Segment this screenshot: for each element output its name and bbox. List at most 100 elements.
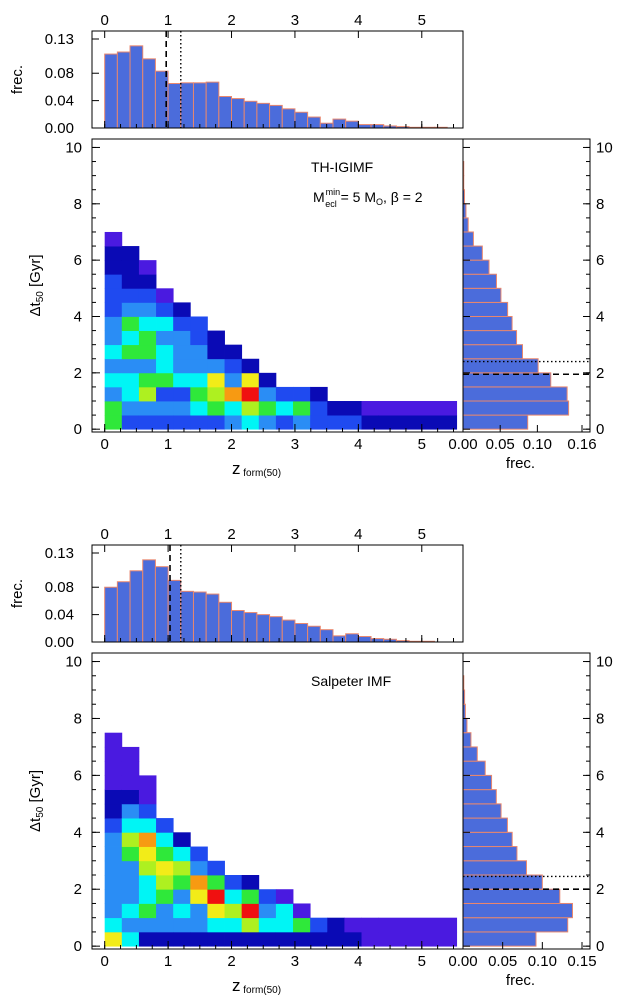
heatmap — [104, 231, 458, 430]
heatmap-cell — [190, 889, 208, 904]
heatmap-cell — [121, 875, 140, 890]
top-hist-bar — [294, 111, 309, 129]
heatmap-cell — [241, 358, 260, 374]
heatmap-cell — [121, 288, 140, 303]
top-hist-bar — [281, 619, 296, 643]
y-tick-label: 0 — [74, 938, 82, 955]
x-tick-label: 0 — [101, 953, 109, 970]
top-hist-bar — [104, 53, 118, 129]
y-tick-label: 10 — [65, 139, 82, 156]
heatmap-cell — [224, 372, 243, 388]
heatmap-cell — [121, 415, 140, 430]
heatmap-cell — [173, 903, 191, 919]
heatmap-cell — [275, 401, 294, 416]
side-y-tick-label: 6 — [596, 767, 604, 784]
heatmap-cell — [361, 931, 380, 947]
heatmap-cell — [121, 316, 140, 331]
side-hist-bar — [462, 245, 483, 261]
heatmap-cell — [121, 274, 140, 289]
heatmap-cell — [156, 415, 174, 430]
x-axis-label: z form(50) — [232, 976, 281, 996]
x-tick-label: 0 — [101, 436, 109, 453]
heatmap-cell — [156, 903, 174, 919]
heatmap-cell — [173, 931, 191, 947]
heatmap-cell — [138, 358, 157, 374]
top-hist-bar — [332, 118, 347, 129]
heatmap-cell — [156, 316, 174, 331]
heatmap-cell — [156, 846, 174, 862]
top-hist-bar — [357, 124, 372, 129]
heatmap-cell — [275, 889, 294, 904]
heatmap-cell — [104, 330, 123, 346]
heatmap-cell — [224, 415, 243, 430]
side-hist-bar — [462, 874, 543, 890]
x-axis-label-main: z — [232, 459, 241, 478]
top-y-tick-label: 0.00 — [45, 120, 74, 137]
top-hist-bar — [154, 70, 169, 129]
heatmap-cell — [207, 344, 225, 360]
top-x-tick-label: 3 — [291, 526, 299, 543]
heatmap-cell — [173, 386, 191, 402]
heatmap-cell — [293, 415, 311, 430]
heatmap-cell — [104, 302, 123, 317]
heatmap-cell — [275, 917, 294, 933]
heatmap-cell — [104, 761, 123, 776]
side-y-tick-label: 4 — [596, 824, 604, 841]
top-hist-bar — [205, 593, 220, 643]
top-x-tick-label: 5 — [418, 526, 426, 543]
heatmap-cell — [293, 386, 311, 402]
heatmap-cell — [173, 344, 191, 360]
heatmap-cell — [190, 358, 208, 374]
heatmap-cell — [173, 358, 191, 374]
heatmap-cell — [104, 344, 123, 360]
heatmap-cell — [275, 415, 294, 430]
heatmap-cell — [241, 875, 260, 890]
top-x-tick-label: 4 — [354, 526, 362, 543]
top-hist-bar — [243, 612, 258, 643]
heatmap-cell — [138, 931, 157, 947]
x-tick-label: 1 — [164, 953, 172, 970]
heatmap-cell — [378, 917, 458, 933]
heatmap-cell — [207, 917, 225, 933]
heatmap-cell — [327, 931, 345, 947]
side-hist-bar — [462, 917, 569, 933]
top-hist-bar — [307, 625, 321, 643]
heatmap-cell — [190, 875, 208, 890]
top-hist-bar — [269, 616, 283, 643]
heatmap-cell — [258, 401, 277, 416]
top-hist-frame — [91, 544, 464, 643]
heatmap-cell — [104, 274, 123, 289]
top-hist-bar — [370, 638, 385, 643]
heatmap-cell — [207, 860, 225, 876]
side-y-tick-label: 0 — [596, 938, 604, 955]
heatmap-cell — [241, 903, 260, 919]
heatmap-cell — [241, 889, 260, 904]
heatmap-cell — [207, 386, 225, 402]
side-y-tick-label: 8 — [596, 710, 604, 727]
heatmap-cell — [104, 889, 123, 904]
heatmap-cell — [173, 889, 191, 904]
top-hist-bar — [231, 98, 245, 129]
heatmap-cell — [156, 386, 174, 402]
heatmap-cell — [190, 415, 208, 430]
top-x-tick-label: 1 — [164, 526, 172, 543]
heatmap-cell — [156, 860, 174, 876]
heatmap-cell — [207, 415, 225, 430]
top-x-tick-label: 2 — [227, 12, 235, 29]
y-tick-label: 2 — [74, 881, 82, 898]
heatmap-cell — [104, 917, 123, 933]
heatmap-cell — [173, 832, 191, 847]
heatmap-cell — [190, 330, 208, 346]
side-hist-bar — [462, 344, 523, 360]
side-y-tick-label: 4 — [596, 308, 604, 325]
heatmap-cell — [138, 316, 157, 331]
y-tick-label: 4 — [74, 308, 82, 325]
side-hist-bar — [462, 817, 508, 833]
heatmap-cell — [207, 372, 225, 388]
heatmap-cell — [156, 401, 174, 416]
heatmap-cell — [190, 860, 208, 876]
heatmap-cell — [121, 889, 140, 904]
top-hist-bar — [218, 601, 233, 643]
